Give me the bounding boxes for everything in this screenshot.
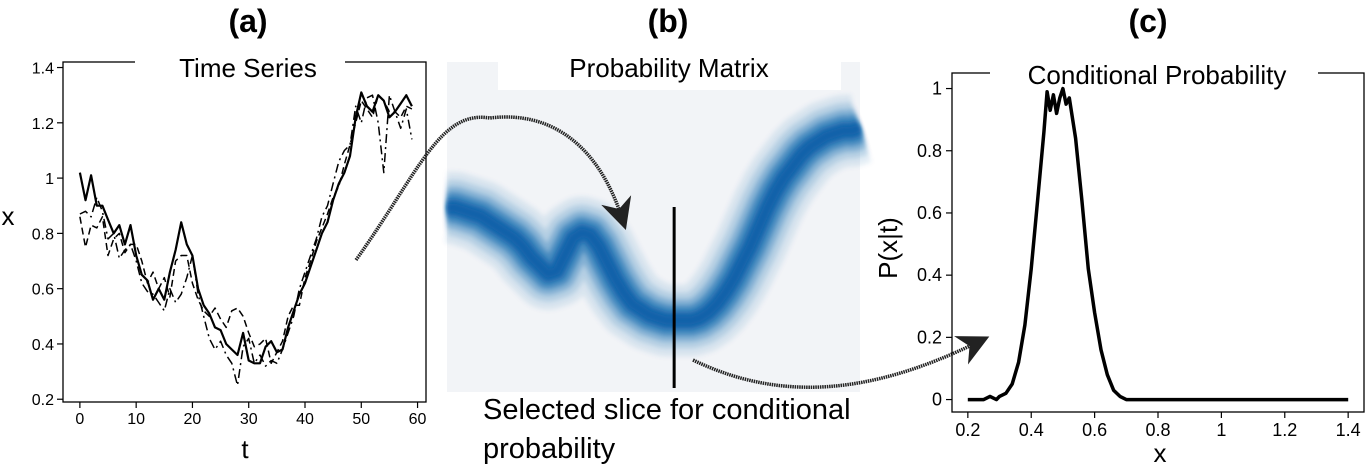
panel-c-ylabel: P(x|t) xyxy=(873,217,903,279)
panel-a-ylabel: x xyxy=(2,201,15,231)
matrix-band xyxy=(419,93,888,357)
c-xtick-label: 1.2 xyxy=(1272,420,1297,440)
a-ytick-label: 1.2 xyxy=(32,116,54,133)
panel-c-tag: (c) xyxy=(1128,3,1167,39)
a-xtick-label: 10 xyxy=(127,411,145,428)
c-ytick-label: 1 xyxy=(932,79,942,99)
a-xtick-label: 20 xyxy=(184,411,202,428)
c-xtick-label: 0.2 xyxy=(955,420,980,440)
arrow-a-to-b xyxy=(354,115,632,262)
c-xtick-label: 0.4 xyxy=(1019,420,1044,440)
panel-b-title: Probability Matrix xyxy=(569,53,768,83)
panel-c-series xyxy=(967,86,1349,402)
a-ytick-label: 0.2 xyxy=(32,392,54,409)
panel-a-ticks: 0 10 20 30 40 50 60 0.2 0.4 0.6 0.8 1 1.2 1.4 xyxy=(32,61,427,428)
panel-b-caption-line-2: probability xyxy=(483,433,616,465)
c-ytick-label: 0.6 xyxy=(917,203,942,223)
a-ytick-label: 0.4 xyxy=(32,337,54,354)
panel-c-title: Conditional Probability xyxy=(1028,60,1287,90)
c-xtick-label: 0.6 xyxy=(1082,420,1107,440)
panel-a-series xyxy=(78,91,413,387)
a-ytick-label: 0.8 xyxy=(32,226,54,243)
a-ytick-label: 1 xyxy=(45,171,54,188)
panel-a-xlabel: t xyxy=(241,434,249,464)
panel-c-ticks: 0.2 0.4 0.6 0.8 1 1.2 1.4 0 0.2 0.4 0.6 0.8 1 xyxy=(917,79,1361,440)
panel-a-title-gap xyxy=(135,54,345,70)
panel-b-caption-line-1: Selected slice for conditional xyxy=(483,394,851,426)
a-xtick-label: 50 xyxy=(352,411,370,428)
panel-a-frame xyxy=(62,61,427,403)
a-xtick-label: 40 xyxy=(296,411,314,428)
c-ytick-label: 0.8 xyxy=(917,141,942,161)
a-xtick-label: 30 xyxy=(240,411,258,428)
c-ytick-label: 0 xyxy=(932,390,942,410)
a-xtick-label: 0 xyxy=(75,411,84,428)
panel-c-xlabel: x xyxy=(1154,438,1167,468)
panel-a-title: Time Series xyxy=(179,53,317,83)
c-series-solid xyxy=(967,86,1349,402)
a-xtick-label: 60 xyxy=(409,411,427,428)
panel-c: Conditional Probability 0.2 0.4 0.6 0.8 1 1.2… xyxy=(873,60,1365,468)
c-xtick-label: 0.8 xyxy=(1145,420,1170,440)
panel-b: Probability Matrix Selected slice for co… xyxy=(419,42,888,465)
a-ytick-label: 1.4 xyxy=(32,61,54,78)
panel-b-title-box xyxy=(498,42,841,90)
matrix-band-layer-5 xyxy=(447,124,862,325)
arrow-b-to-c xyxy=(692,336,990,389)
c-ytick-label: 0.4 xyxy=(917,265,942,285)
a-series-dashed xyxy=(79,94,413,365)
c-ytick-label: 0.2 xyxy=(917,327,942,347)
panel-c-frame xyxy=(951,72,1365,413)
panel-a: Time Series 0 10 20 30 40 50 60 0.2 0.4 0.6 0.8 1 1.… xyxy=(2,53,427,464)
panel-a-tag: (a) xyxy=(228,3,267,39)
c-xtick-label: 1 xyxy=(1216,420,1226,440)
panel-b-tag: (b) xyxy=(648,3,689,39)
panel-c-title-gap xyxy=(990,64,1318,80)
c-xtick-label: 1.4 xyxy=(1336,420,1361,440)
a-ytick-label: 0.6 xyxy=(32,282,54,299)
a-series-solid xyxy=(78,91,413,365)
